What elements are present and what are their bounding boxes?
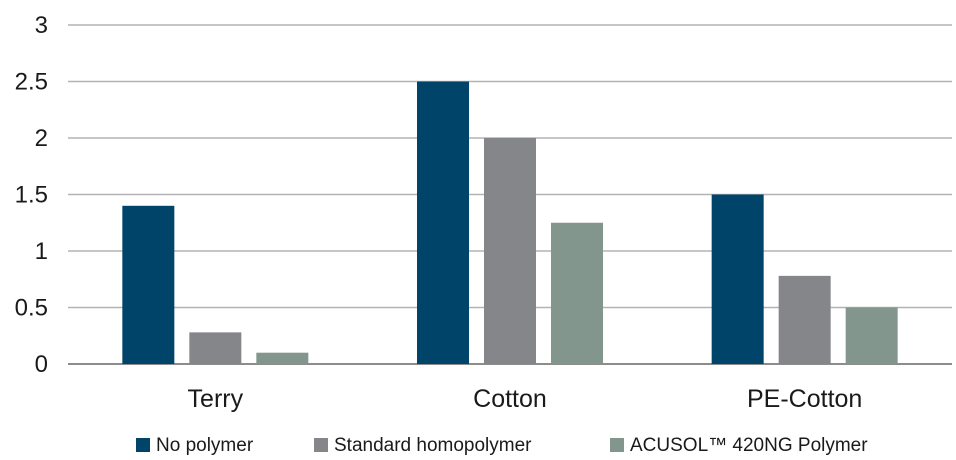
legend: No polymer Standard homopolymer ACUSOL™ 42… — [136, 435, 868, 456]
y-axis-tick-labels: 0 0.5 1 1.5 2 2.5 3 — [15, 12, 48, 378]
legend-item: No polymer — [136, 435, 254, 456]
x-category-label: Terry — [188, 385, 244, 413]
bar — [711, 194, 764, 364]
bar — [484, 138, 536, 364]
y-tick-label: 3 — [35, 12, 48, 39]
legend-item: Standard homopolymer — [314, 435, 532, 456]
bar — [551, 222, 603, 364]
legend-swatch — [136, 438, 150, 452]
y-tick-label: 1 — [35, 238, 48, 265]
bar — [778, 275, 831, 364]
y-tick-label: 1.5 — [15, 182, 48, 209]
legend-label: Standard homopolymer — [334, 435, 532, 456]
legend-label: No polymer — [156, 435, 254, 456]
y-tick-label: 2 — [35, 125, 48, 152]
y-tick-label: 0.5 — [15, 295, 48, 322]
x-category-label: Cotton — [473, 385, 547, 413]
legend-swatch — [610, 438, 624, 452]
bar — [845, 307, 898, 364]
legend-label: ACUSOL™ 420NG Polymer — [630, 435, 868, 456]
y-tick-label: 2.5 — [15, 69, 48, 96]
legend-swatch — [314, 438, 328, 452]
x-axis-category-labels: Terry Cotton PE-Cotton — [188, 385, 863, 413]
bar — [189, 332, 242, 364]
bar — [256, 352, 309, 364]
bars — [122, 81, 898, 364]
bar — [122, 205, 175, 364]
legend-item: ACUSOL™ 420NG Polymer — [610, 435, 868, 456]
bar — [417, 81, 469, 364]
y-tick-label: 0 — [35, 351, 48, 378]
x-category-label: PE-Cotton — [747, 385, 862, 413]
